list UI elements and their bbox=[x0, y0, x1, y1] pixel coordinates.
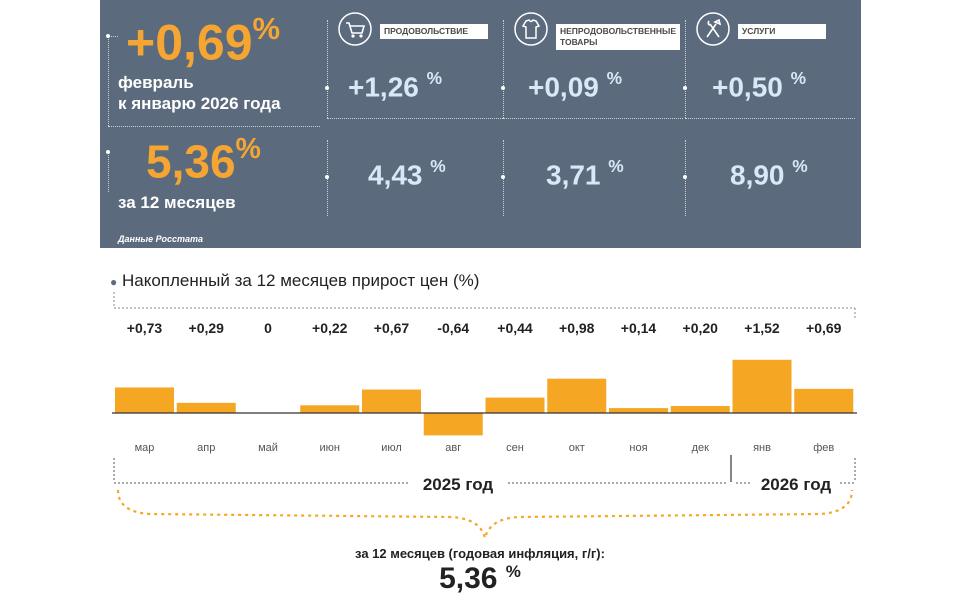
month-tick-label: янв bbox=[753, 442, 771, 454]
food-annual-value: 4,43 % bbox=[368, 156, 446, 191]
summary-value: 5,36 % bbox=[439, 562, 521, 595]
tools-icon bbox=[696, 12, 730, 46]
bar-апр bbox=[176, 402, 236, 413]
bar-ноя bbox=[609, 408, 668, 413]
clothing-icon bbox=[514, 12, 548, 46]
month-tick-label: мар bbox=[135, 442, 155, 454]
divider bbox=[108, 126, 320, 127]
bar-июн bbox=[300, 405, 360, 413]
bullet-dot: ● bbox=[110, 275, 118, 289]
bullet-dot bbox=[325, 175, 329, 179]
divider bbox=[108, 152, 109, 192]
divider bbox=[685, 20, 686, 118]
value-label: +0,22 bbox=[312, 320, 348, 336]
bullet-dot bbox=[501, 175, 505, 179]
month-tick-label: ноя bbox=[629, 442, 647, 454]
value-label: +0,69 bbox=[806, 320, 842, 336]
stats-panel: +0,69% февраль к январю 2026 года 5,36% … bbox=[100, 0, 861, 248]
value-label: 0 bbox=[264, 320, 272, 336]
value-label: +0,67 bbox=[374, 320, 410, 336]
divider bbox=[503, 20, 504, 118]
bar-окт bbox=[547, 378, 607, 413]
year-label-2026: 2026 год bbox=[761, 475, 832, 494]
bar-мар bbox=[115, 387, 174, 413]
value-label: +0,44 bbox=[497, 320, 533, 336]
category-label-nonfood: НЕПРОДОВОЛЬСТВЕННЫЕ ТОВАРЫ bbox=[556, 24, 680, 50]
source-note: Данные Росстата bbox=[118, 234, 203, 244]
value-label: +0,29 bbox=[189, 320, 225, 336]
bullet-dot bbox=[683, 175, 687, 179]
divider bbox=[108, 36, 109, 126]
bullet-dot bbox=[106, 34, 110, 38]
bar-сен bbox=[485, 397, 545, 413]
category-label-food: ПРОДОВОЛЬСТВИЕ bbox=[380, 24, 488, 39]
month-tick-label: апр bbox=[197, 442, 215, 454]
year-label-2025: 2025 год bbox=[423, 475, 494, 494]
summary-caption: за 12 месяцев (годовая инфляция, г/г): bbox=[355, 546, 605, 561]
value-label: +1,52 bbox=[744, 320, 780, 336]
divider bbox=[108, 36, 118, 37]
divider bbox=[327, 118, 503, 119]
value-label: +0,14 bbox=[621, 320, 657, 336]
month-tick-label: май bbox=[258, 442, 278, 454]
value-label: +0,73 bbox=[127, 320, 163, 336]
category-label-services: УСЛУГИ bbox=[738, 24, 826, 39]
value-label: +0,20 bbox=[683, 320, 719, 336]
nonfood-monthly-value: +0,09 % bbox=[528, 68, 623, 103]
nonfood-annual-value: 3,71 % bbox=[546, 156, 624, 191]
bullet-dot bbox=[683, 86, 687, 90]
month-tick-label: окт bbox=[569, 442, 585, 454]
annual-caption: за 12 месяцев bbox=[118, 193, 236, 212]
services-monthly-value: +0,50 % bbox=[712, 68, 807, 103]
summary-brace bbox=[116, 489, 854, 539]
annual-inflation-value: 5,36% bbox=[146, 133, 261, 188]
month-tick-label: июл bbox=[381, 442, 402, 454]
divider bbox=[503, 118, 683, 119]
bullet-dot bbox=[325, 86, 329, 90]
monthly-change-value: +0,69% bbox=[126, 10, 281, 71]
bar-авг bbox=[423, 413, 483, 436]
services-annual-value: 8,90 % bbox=[730, 156, 808, 191]
monthly-caption: февраль к январю 2026 года bbox=[118, 73, 281, 113]
bar-июл bbox=[362, 389, 421, 413]
month-tick-label: июн bbox=[320, 442, 340, 454]
bullet-dot bbox=[106, 150, 110, 154]
month-tick-label: сен bbox=[506, 442, 524, 454]
chart-title: ● Накопленный за 12 месяцев прирост цен … bbox=[110, 271, 480, 290]
divider bbox=[327, 20, 328, 118]
food-monthly-value: +1,26 % bbox=[348, 68, 443, 103]
value-label: -0,64 bbox=[437, 320, 469, 336]
shopping-cart-icon bbox=[338, 12, 372, 46]
bullet-dot bbox=[501, 86, 505, 90]
value-label: +0,98 bbox=[559, 320, 595, 336]
month-tick-label: авг bbox=[445, 442, 461, 454]
month-tick-label: дек bbox=[692, 442, 710, 454]
month-tick-label: фев bbox=[813, 442, 834, 454]
bar-дек bbox=[670, 406, 730, 413]
divider bbox=[685, 118, 855, 119]
bar-фев bbox=[794, 388, 854, 413]
bar-янв bbox=[732, 359, 792, 413]
